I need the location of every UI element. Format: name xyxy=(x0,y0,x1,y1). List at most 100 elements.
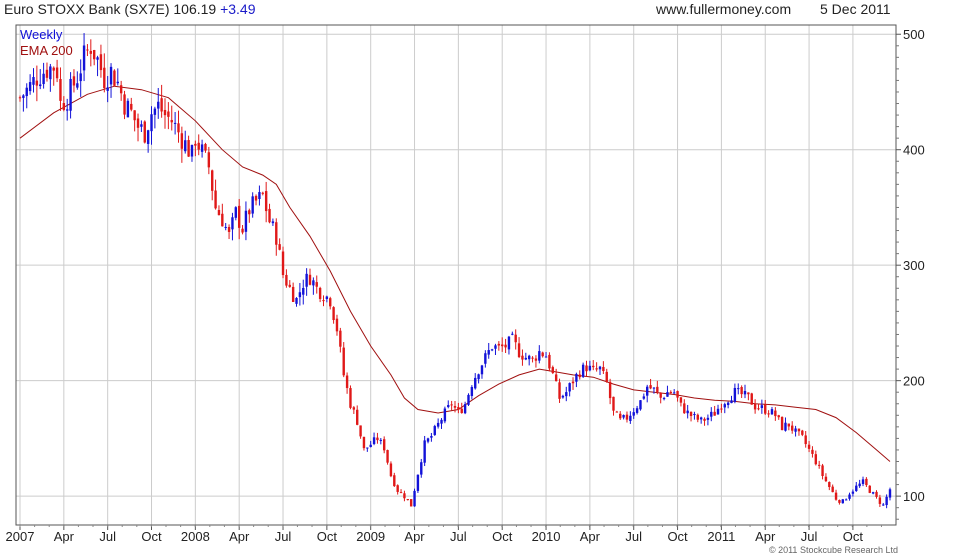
candle-body xyxy=(325,296,329,299)
candle-body xyxy=(234,207,238,218)
candle-body xyxy=(578,374,581,378)
candle-body xyxy=(686,410,689,414)
x-tick-label: Jul xyxy=(99,529,116,544)
candle-body xyxy=(824,476,828,482)
candle-body xyxy=(281,251,285,276)
candle-body xyxy=(713,411,716,416)
legend-ema: EMA 200 xyxy=(20,43,73,58)
candle-body xyxy=(871,492,875,494)
candle-body xyxy=(362,436,366,449)
candle-body xyxy=(463,404,467,414)
candle-body xyxy=(430,436,433,438)
candle-body xyxy=(689,411,693,416)
x-tick-label: Apr xyxy=(580,529,601,544)
candle-body xyxy=(656,386,659,392)
candle-body xyxy=(467,394,470,405)
candle-body xyxy=(275,222,278,245)
candle-body xyxy=(642,396,646,399)
candle-body xyxy=(113,70,116,86)
candle-body xyxy=(480,365,484,375)
candle-body xyxy=(477,374,480,380)
candle-body xyxy=(554,374,558,382)
candle-body xyxy=(605,371,608,382)
site-url: www.fullermoney.com xyxy=(656,1,792,17)
x-tick-label: Oct xyxy=(843,529,864,544)
candle-body xyxy=(433,426,436,435)
candle-body xyxy=(241,228,244,233)
candle-body xyxy=(291,286,295,302)
candle-body xyxy=(565,392,568,397)
candle-body xyxy=(197,142,200,150)
candle-body xyxy=(25,87,28,97)
candle-body xyxy=(150,114,153,132)
candle-body xyxy=(669,391,673,394)
candle-body xyxy=(55,67,59,79)
candle-body xyxy=(42,73,45,85)
candle-body xyxy=(831,486,834,493)
candle-body xyxy=(440,419,443,424)
candle-body xyxy=(683,403,686,414)
x-tick-label: Jul xyxy=(801,529,818,544)
candle-body xyxy=(254,195,258,201)
candle-body xyxy=(787,423,791,427)
candle-body xyxy=(507,336,511,350)
candles-group xyxy=(18,33,892,509)
y-tick-label: 200 xyxy=(903,374,925,389)
candle-body xyxy=(167,111,170,117)
candle-body xyxy=(130,103,133,110)
x-tick-label: Apr xyxy=(404,529,425,544)
candle-body xyxy=(841,499,844,504)
candle-body xyxy=(457,407,460,410)
candle-body xyxy=(72,76,76,86)
candle-body xyxy=(32,77,35,85)
candle-body xyxy=(716,408,720,415)
candle-body xyxy=(453,405,457,408)
candle-body xyxy=(659,392,662,398)
candle-body xyxy=(382,439,386,451)
candle-body xyxy=(470,386,474,397)
x-tick-label: Oct xyxy=(141,529,162,544)
candle-body xyxy=(423,440,426,463)
candle-body xyxy=(416,474,420,491)
candle-body xyxy=(635,408,639,413)
candle-body xyxy=(251,196,254,214)
candle-body xyxy=(123,94,126,115)
candle-body xyxy=(639,400,642,410)
candle-body xyxy=(96,57,99,60)
candle-body xyxy=(672,392,676,394)
candle-body xyxy=(211,170,214,191)
candle-body xyxy=(86,49,89,51)
chart-date: 5 Dec 2011 xyxy=(820,1,891,17)
candle-body xyxy=(875,491,878,497)
candle-body xyxy=(116,81,119,84)
candle-body xyxy=(258,192,261,200)
candle-body xyxy=(794,428,797,432)
candle-body xyxy=(757,408,760,410)
candle-body xyxy=(797,428,801,432)
candle-body xyxy=(207,152,211,168)
candle-body xyxy=(312,280,315,286)
candle-body xyxy=(379,439,383,441)
x-tick-label: Apr xyxy=(229,529,250,544)
y-tick-label: 500 xyxy=(903,27,925,42)
candle-body xyxy=(231,217,234,230)
candle-body xyxy=(227,226,231,232)
y-tick-label: 100 xyxy=(903,489,925,504)
candle-body xyxy=(807,444,811,449)
candle-body xyxy=(66,109,69,111)
candle-body xyxy=(406,499,409,501)
candle-body xyxy=(838,499,841,503)
candle-body xyxy=(784,422,787,431)
candle-body xyxy=(817,464,821,466)
candle-body xyxy=(474,377,477,389)
candle-body xyxy=(335,318,339,332)
y-axis: 100 200 300 400 500 xyxy=(896,27,925,520)
candle-body xyxy=(157,101,160,109)
candle-body xyxy=(511,333,514,335)
x-axis: 2007 Apr Jul Oct 2008 Apr Jul Oct 2009 Apr Jul Oct 2… xyxy=(6,525,882,544)
candle-body xyxy=(22,95,25,98)
candle-body xyxy=(679,397,683,403)
y-tick-label: 400 xyxy=(903,143,925,158)
candle-body xyxy=(602,366,605,372)
candle-body xyxy=(45,69,49,78)
